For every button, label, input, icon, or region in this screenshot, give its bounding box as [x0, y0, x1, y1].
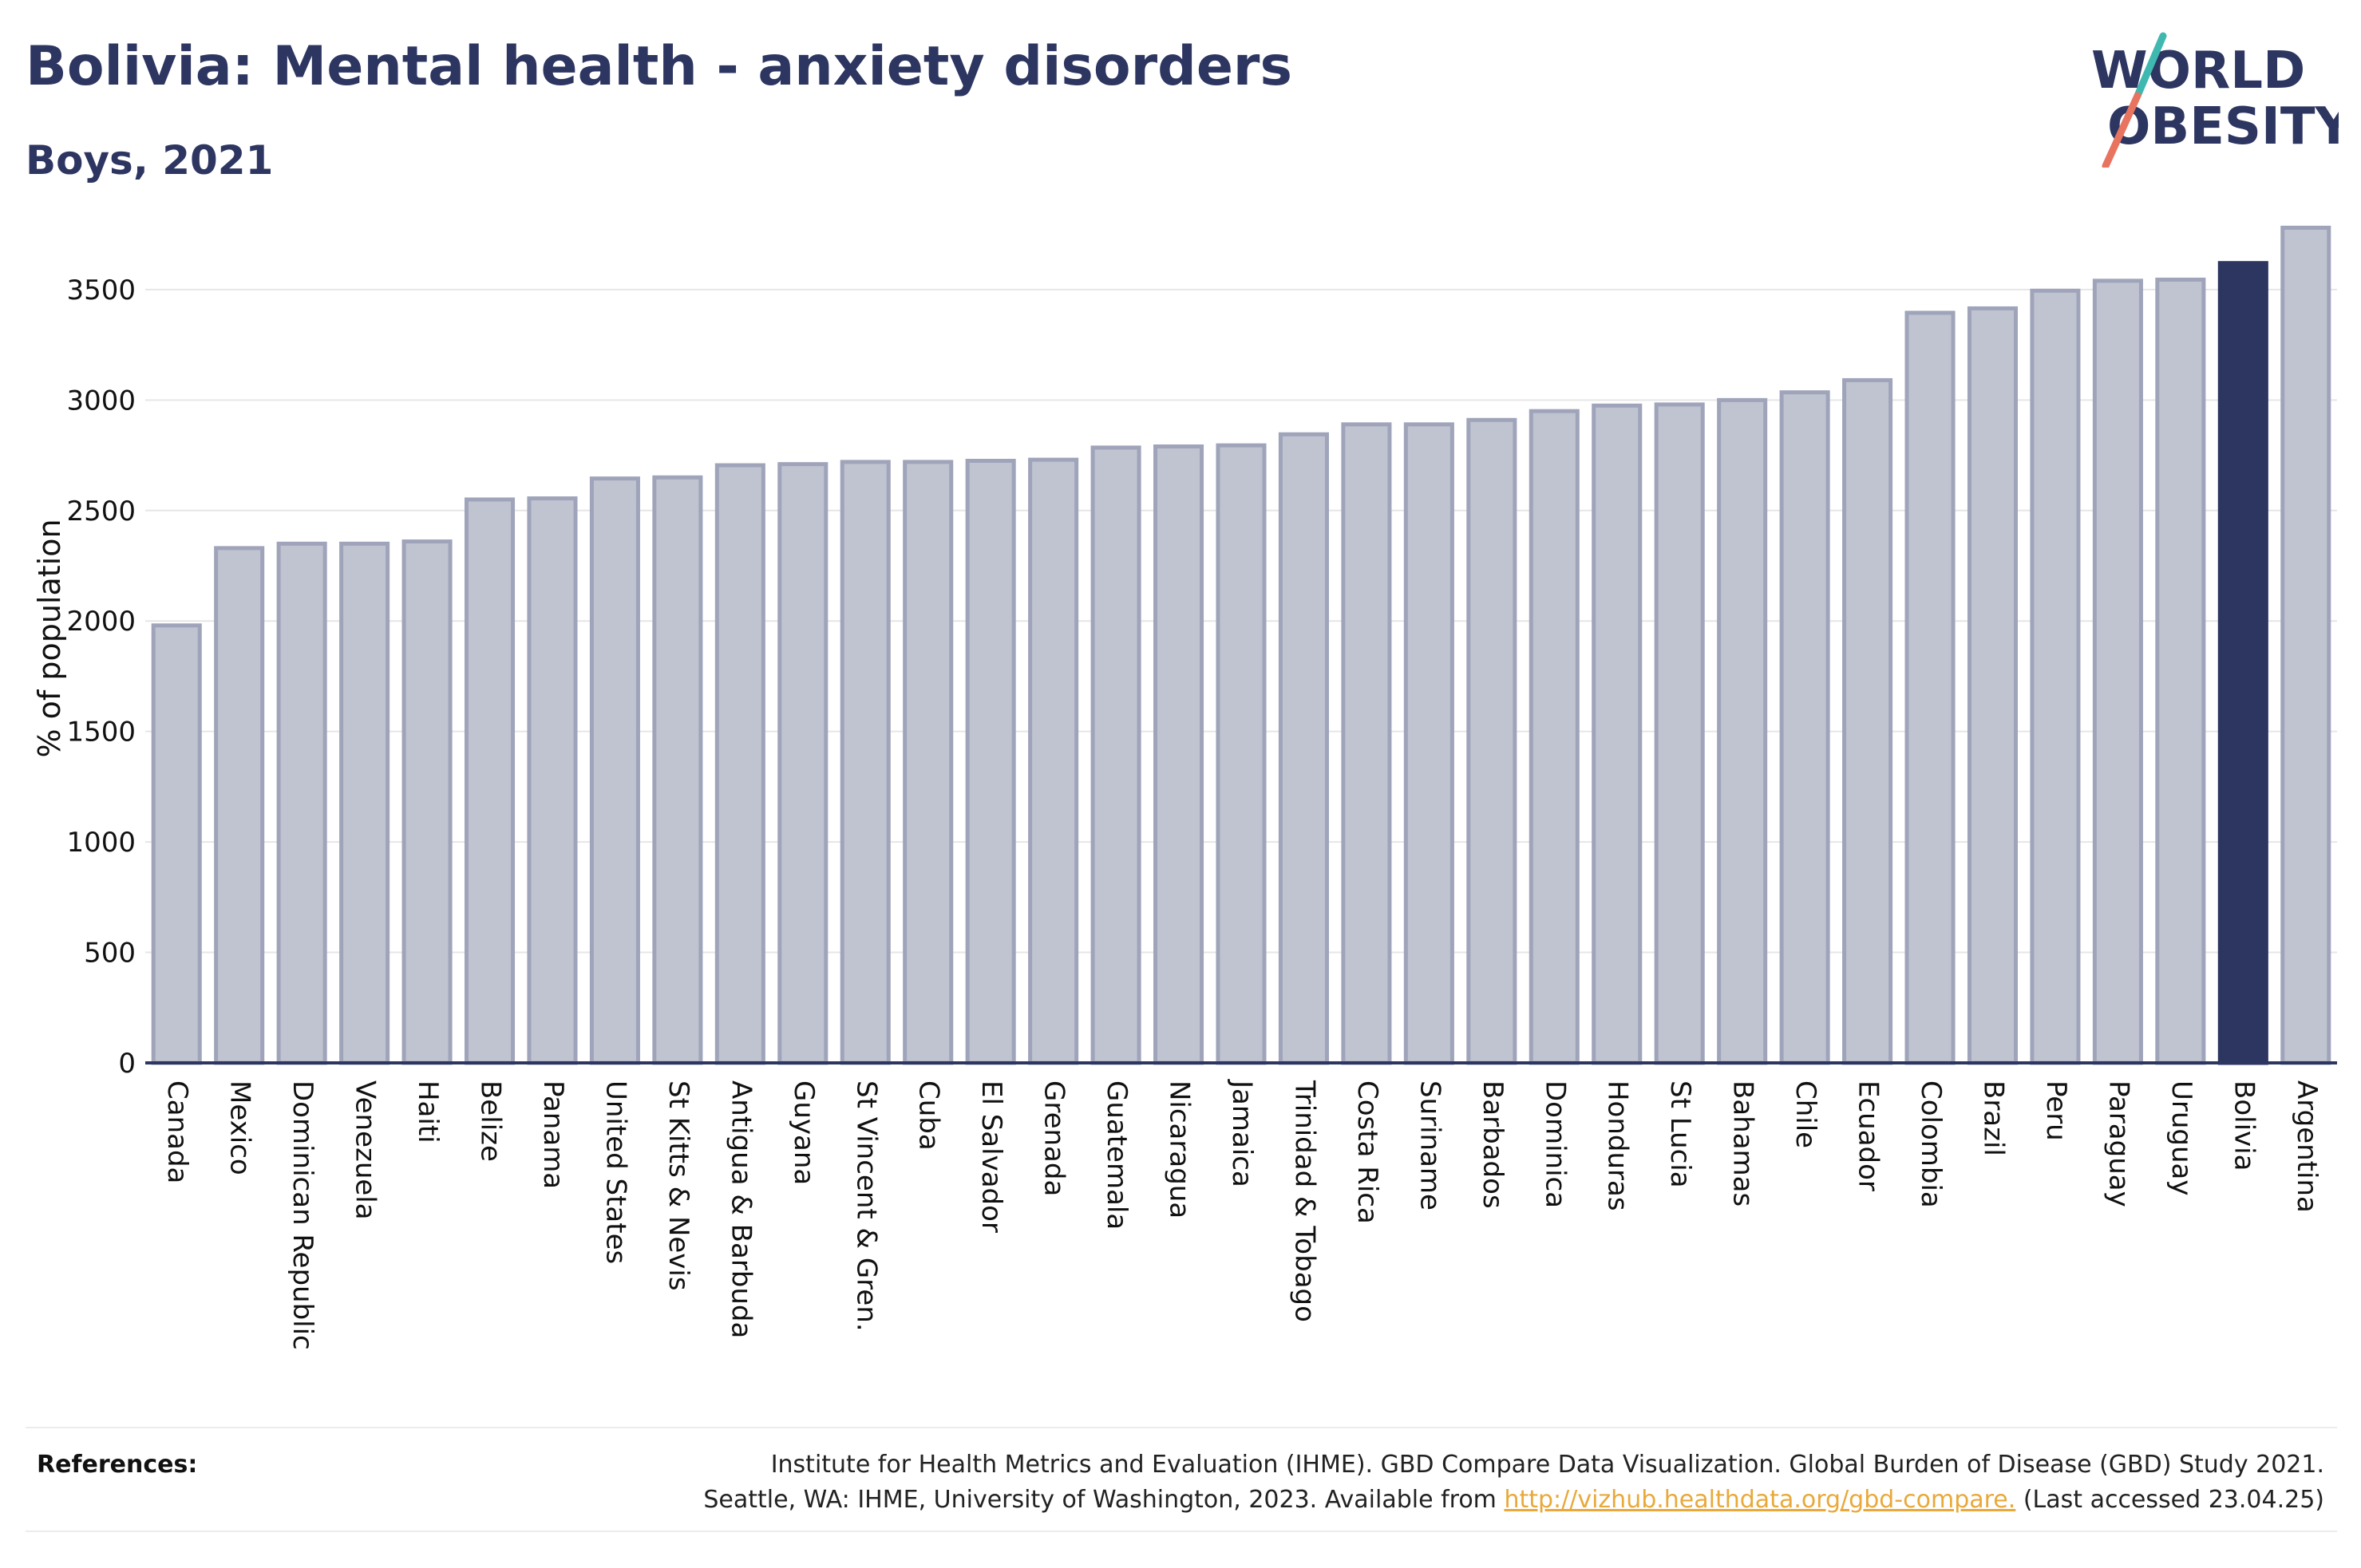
svg-text:WORLD: WORLD	[2091, 41, 2305, 101]
bar	[1153, 444, 1204, 1065]
svg-text:OBESITY: OBESITY	[2107, 97, 2339, 156]
x-tick-label: Dominican Republic	[287, 1080, 318, 1350]
reference-link[interactable]: http://vizhub.healthdata.org/gbd-compare…	[1504, 1486, 2016, 1514]
bar	[1842, 377, 1893, 1065]
x-tick-label: Haiti	[412, 1080, 444, 1143]
y-tick-label: 2500	[66, 496, 136, 527]
x-tick-label: Canada	[161, 1080, 193, 1183]
x-tick-label: Panama	[537, 1080, 569, 1189]
y-tick-label: 3500	[66, 274, 136, 306]
bar	[464, 497, 516, 1065]
bar	[2155, 277, 2206, 1065]
bar	[1278, 432, 1329, 1065]
x-tick-label: Antigua & Barbuda	[725, 1080, 757, 1338]
x-tick-label: Barbados	[1477, 1080, 1509, 1209]
reference-line-2-text: Seattle, WA: IHME, University of Washing…	[703, 1486, 1505, 1514]
references-footer: References: Institute for Health Metrics…	[26, 1427, 2337, 1532]
bar	[1592, 403, 1643, 1065]
bar	[214, 546, 265, 1065]
x-tick-label: El Salvador	[975, 1080, 1007, 1233]
bar	[527, 496, 578, 1065]
bar	[589, 476, 640, 1065]
x-tick-label: Colombia	[1915, 1080, 1947, 1208]
x-tick-label: Belize	[475, 1080, 507, 1162]
bar	[401, 539, 453, 1065]
bar	[1529, 409, 1580, 1065]
x-tick-label: Mexico	[224, 1080, 256, 1175]
world-obesity-logo: WORLD OBESITY	[2091, 32, 2339, 168]
x-tick-label: Bolivia	[2228, 1080, 2260, 1171]
x-tick-label: Peru	[2040, 1080, 2072, 1141]
y-tick-label: 2000	[66, 606, 136, 638]
bar	[652, 475, 703, 1065]
x-tick-label: Brazil	[1977, 1080, 2009, 1156]
reference-line-2: Seattle, WA: IHME, University of Washing…	[703, 1483, 2324, 1518]
bar-chart: 0 500 1000 1500 2000 2500 3000 3500 Canada Mexico…	[66, 225, 2337, 1350]
page-title: Bolivia: Mental health - anxiety disorde…	[26, 35, 1292, 98]
x-tick-label: Bahamas	[1727, 1080, 1759, 1207]
x-tick-label: Nicaragua	[1164, 1080, 1196, 1218]
bar	[2217, 261, 2268, 1065]
x-tick-label: Honduras	[1602, 1080, 1634, 1211]
x-tick-label: Trinidad & Tobago	[1288, 1080, 1320, 1322]
bar	[151, 623, 202, 1065]
x-tick-label: Chile	[1790, 1080, 1821, 1148]
bar	[1028, 457, 1079, 1065]
reference-line-2-suffix: (Last accessed 23.04.25)	[2015, 1486, 2324, 1514]
bar	[1779, 390, 1830, 1065]
x-tick-label: St Kitts & Nevis	[662, 1080, 694, 1291]
x-tick-label: St Lucia	[1664, 1080, 1696, 1188]
x-tick-label: St Vincent & Gren.	[850, 1080, 882, 1332]
bar	[903, 460, 954, 1065]
bar	[1403, 422, 1454, 1065]
bar	[1216, 443, 1267, 1065]
bar	[840, 460, 891, 1065]
y-tick-label: 3000	[66, 385, 136, 417]
x-tick-label: Jamaica	[1226, 1079, 1258, 1187]
x-tick-label: Cuba	[913, 1080, 945, 1151]
x-tick-label: Guatemala	[1101, 1080, 1133, 1230]
x-tick-label: Guyana	[788, 1080, 820, 1185]
references-label: References:	[37, 1451, 198, 1479]
bar	[777, 462, 829, 1065]
x-tick-label: Venezuela	[350, 1080, 382, 1220]
x-tick-label: Costa Rica	[1351, 1080, 1383, 1224]
bar	[2030, 288, 2081, 1065]
bar	[2280, 225, 2331, 1065]
x-tick-label: Argentina	[2291, 1080, 2323, 1213]
bar	[1717, 397, 1768, 1065]
y-tick-label: 0	[118, 1048, 136, 1080]
page-subtitle: Boys, 2021	[26, 137, 274, 184]
bar	[276, 541, 327, 1065]
reference-line-1: Institute for Health Metrics and Evaluat…	[770, 1451, 2324, 1479]
x-tick-label: Ecuador	[1853, 1080, 1884, 1191]
x-tick-label: Uruguay	[2165, 1080, 2197, 1196]
y-tick-label: 1500	[66, 717, 136, 748]
bar	[2092, 278, 2143, 1065]
bar	[1967, 306, 2019, 1065]
x-tick-label: Paraguay	[2102, 1080, 2134, 1207]
bar	[1090, 445, 1141, 1065]
references-text: Institute for Health Metrics and Evaluat…	[703, 1448, 2324, 1518]
bar	[965, 458, 1016, 1065]
bar	[1466, 417, 1517, 1065]
bar	[1654, 402, 1705, 1065]
x-tick-label: Suriname	[1414, 1080, 1445, 1211]
bar	[339, 541, 390, 1065]
x-tick-label: Dominica	[1539, 1080, 1571, 1208]
y-tick-label: 1000	[66, 827, 136, 859]
x-tick-label: Grenada	[1038, 1080, 1070, 1196]
bar	[714, 463, 765, 1065]
x-tick-label: United States	[599, 1080, 631, 1264]
y-tick-label: 500	[84, 938, 136, 970]
bar	[1904, 310, 1956, 1065]
bar	[1341, 422, 1392, 1065]
